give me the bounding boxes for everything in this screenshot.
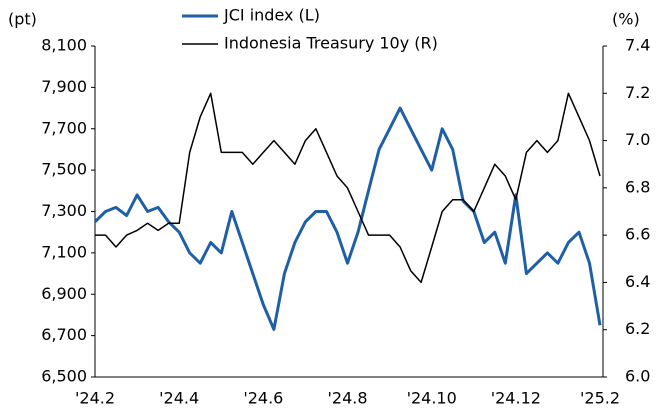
y2-tick-label: 6.4 <box>625 272 650 291</box>
y-tick-label: 7,500 <box>41 160 87 179</box>
legend-label: Indonesia Treasury 10y (R) <box>224 34 438 53</box>
y2-tick-label: 7.4 <box>625 36 650 55</box>
y-tick-label: 7,300 <box>41 201 87 220</box>
series-line <box>93 106 602 331</box>
legend-label: JCI index (L) <box>223 6 320 25</box>
y-tick-label: 6,700 <box>41 325 87 344</box>
y2-tick-label: 6.0 <box>625 367 650 386</box>
y-tick-label: 6,500 <box>41 367 87 386</box>
y2-tick-label: 6.2 <box>625 319 650 338</box>
x-tick-label: '24.6 <box>243 389 283 408</box>
x-tick-label: '24.10 <box>407 389 457 408</box>
x-tick-label: '24.4 <box>159 389 199 408</box>
y2-tick-label: 6.8 <box>625 177 650 196</box>
y-tick-label: 6,900 <box>41 284 87 303</box>
series-line <box>95 92 601 284</box>
y-axis-unit: (pt) <box>8 10 37 29</box>
x-tick-label: '25.2 <box>580 389 620 408</box>
y2-axis-unit: (%) <box>612 10 640 29</box>
y-tick-label: 7,900 <box>41 77 87 96</box>
y-tick-label: 8,100 <box>41 36 87 55</box>
y-tick-label: 7,700 <box>41 118 87 137</box>
y2-tick-label: 6.6 <box>625 225 650 244</box>
y2-tick-label: 7.2 <box>625 83 650 102</box>
y2-tick-label: 7.0 <box>625 130 650 149</box>
x-tick-label: '24.8 <box>327 389 367 408</box>
x-tick-label: '24.12 <box>491 389 541 408</box>
x-tick-label: '24.2 <box>75 389 115 408</box>
y-tick-label: 7,100 <box>41 242 87 261</box>
